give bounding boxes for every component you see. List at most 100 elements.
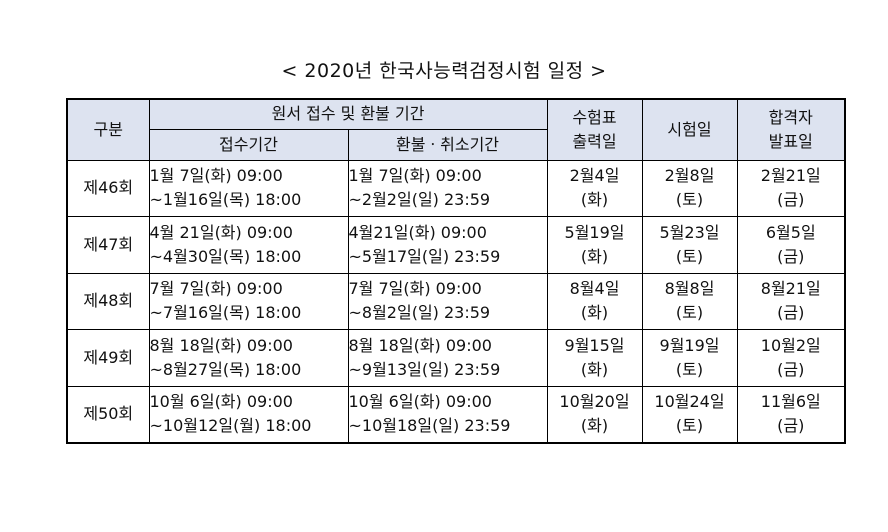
table-row: 제48회 7월 7일(화) 09:00 ~7월16일(목) 18:00 7월 7… xyxy=(66,272,846,330)
exam-weekday: (토) xyxy=(675,303,704,323)
page-title: < 2020년 한국사능력검정시험 일정 > xyxy=(281,60,607,82)
result-date-cell: 10월2일 (금) xyxy=(736,329,846,387)
header-row-bottom: 접수기간 환불ㆍ취소기간 xyxy=(67,128,845,161)
receipt-period-cell: 7월 7일(화) 09:00 ~7월16일(목) 18:00 xyxy=(148,272,349,330)
result-date-cell: 6월5일 (금) xyxy=(736,216,846,274)
receipt-period-cell: 8월 18일(화) 09:00 ~8월27일(목) 18:00 xyxy=(148,329,349,387)
table-row: 제46회 1월 7일(화) 09:00 ~1월16일(목) 18:00 1월 7… xyxy=(66,159,846,217)
exam-date-cell: 10월24일 (토) xyxy=(641,385,738,443)
receipt-period-cell: 4월 21일(화) 09:00 ~4월30일(목) 18:00 xyxy=(148,216,349,274)
ticket-date: 5월19일 xyxy=(564,222,625,242)
exam-date-cell: 5월23일 (토) xyxy=(641,216,738,274)
refund-start: 1월 7일(화) 09:00 xyxy=(348,166,482,186)
round-label: 제48회 xyxy=(66,272,150,330)
result-date-cell: 11월6일 (금) xyxy=(736,385,846,443)
result-date: 8월21일 xyxy=(760,279,821,299)
table-row: 제50회 10월 6일(화) 09:00 ~10월12일(월) 18:00 10… xyxy=(66,385,846,443)
ticket-date-cell: 10월20일 (화) xyxy=(546,385,643,443)
exam-schedule-table: 구분 원서 접수 및 환불 기간 수험표 출력일 시험일 합격자 발표일 접수기… xyxy=(66,98,847,444)
header-result-date: 합격자 발표일 xyxy=(736,98,846,161)
refund-start: 8월 18일(화) 09:00 xyxy=(348,335,492,355)
table-row: 제47회 4월 21일(화) 09:00 ~4월30일(목) 18:00 4월2… xyxy=(66,216,846,274)
result-weekday: (금) xyxy=(777,246,805,266)
header-receipt-period: 접수기간 xyxy=(148,128,349,161)
round-label: 제47회 xyxy=(66,216,150,274)
exam-date: 10월24일 xyxy=(654,392,725,411)
refund-period-cell: 8월 18일(화) 09:00 ~9월13일(일) 23:59 xyxy=(347,329,548,387)
ticket-date-cell: 2월4일 (화) xyxy=(546,159,643,217)
header-application-group: 원서 접수 및 환불 기간 xyxy=(148,98,548,130)
result-date: 10월2일 xyxy=(760,335,821,355)
refund-end: ~10월18일(일) 23:59 xyxy=(348,416,511,435)
header-ticket-print: 수험표 출력일 xyxy=(546,98,643,161)
exam-date-cell: 9월19일 (토) xyxy=(641,329,738,387)
result-weekday: (금) xyxy=(777,416,805,435)
exam-date-cell: 8월8일 (토) xyxy=(641,272,738,330)
exam-weekday: (토) xyxy=(675,359,704,379)
refund-end: ~8월2일(일) 23:59 xyxy=(348,303,491,323)
header-ticket-print-line2: 출력일 xyxy=(572,131,617,151)
ticket-date-cell: 8월4일 (화) xyxy=(546,272,643,330)
refund-end: ~2월2일(일) 23:59 xyxy=(348,190,491,210)
exam-date: 2월8일 xyxy=(664,166,715,186)
ticket-weekday: (화) xyxy=(580,303,609,323)
ticket-date: 9월15일 xyxy=(564,335,625,355)
exam-weekday: (토) xyxy=(675,190,704,210)
round-label: 제49회 xyxy=(66,329,150,387)
result-date: 6월5일 xyxy=(765,222,816,242)
ticket-weekday: (화) xyxy=(580,190,609,210)
exam-date: 5월23일 xyxy=(659,222,720,242)
ticket-weekday: (화) xyxy=(580,359,609,379)
exam-weekday: (토) xyxy=(675,246,704,266)
ticket-date: 8월4일 xyxy=(569,279,620,299)
exam-date: 9월19일 xyxy=(659,335,720,355)
ticket-date-cell: 5월19일 (화) xyxy=(546,216,643,274)
round-label: 제50회 xyxy=(66,385,150,443)
result-weekday: (금) xyxy=(777,359,805,379)
refund-start: 4월21일(화) 09:00 xyxy=(348,222,487,242)
receipt-start: 10월 6일(화) 09:00 xyxy=(149,392,293,411)
receipt-start: 4월 21일(화) 09:00 xyxy=(149,222,293,242)
header-category: 구분 xyxy=(66,98,150,161)
result-weekday: (금) xyxy=(777,303,805,323)
ticket-date-cell: 9월15일 (화) xyxy=(546,329,643,387)
receipt-end: ~1월16일(목) 18:00 xyxy=(149,190,302,210)
receipt-period-cell: 10월 6일(화) 09:00 ~10월12일(월) 18:00 xyxy=(148,385,349,443)
receipt-start: 8월 18일(화) 09:00 xyxy=(149,335,293,355)
refund-period-cell: 1월 7일(화) 09:00 ~2월2일(일) 23:59 xyxy=(347,159,548,217)
table-row: 제49회 8월 18일(화) 09:00 ~8월27일(목) 18:00 8월 … xyxy=(66,329,846,387)
refund-start: 7월 7일(화) 09:00 xyxy=(348,279,482,299)
header-refund-period: 환불ㆍ취소기간 xyxy=(347,128,548,161)
round-label: 제46회 xyxy=(66,159,150,217)
receipt-period-cell: 1월 7일(화) 09:00 ~1월16일(목) 18:00 xyxy=(148,159,349,217)
header-ticket-print-line1: 수험표 xyxy=(572,107,617,127)
receipt-start: 1월 7일(화) 09:00 xyxy=(149,166,283,186)
refund-period-cell: 7월 7일(화) 09:00 ~8월2일(일) 23:59 xyxy=(347,272,548,330)
result-date: 2월21일 xyxy=(760,166,821,186)
receipt-end: ~7월16일(목) 18:00 xyxy=(149,303,302,323)
receipt-end: ~8월27일(목) 18:00 xyxy=(149,359,302,379)
exam-weekday: (토) xyxy=(675,416,704,435)
result-date-cell: 8월21일 (금) xyxy=(736,272,846,330)
refund-start: 10월 6일(화) 09:00 xyxy=(348,392,492,411)
receipt-end: ~4월30일(목) 18:00 xyxy=(149,246,302,266)
refund-end: ~9월13일(일) 23:59 xyxy=(348,359,501,379)
receipt-start: 7월 7일(화) 09:00 xyxy=(149,279,283,299)
receipt-end: ~10월12일(월) 18:00 xyxy=(149,416,312,435)
header-exam-date: 시험일 xyxy=(641,98,738,161)
ticket-weekday: (화) xyxy=(580,416,609,435)
refund-period-cell: 4월21일(화) 09:00 ~5월17일(일) 23:59 xyxy=(347,216,548,274)
ticket-date: 2월4일 xyxy=(569,166,620,186)
exam-date-cell: 2월8일 (토) xyxy=(641,159,738,217)
ticket-weekday: (화) xyxy=(580,246,609,266)
result-weekday: (금) xyxy=(777,190,805,210)
refund-end: ~5월17일(일) 23:59 xyxy=(348,246,501,266)
ticket-date: 10월20일 xyxy=(559,392,630,411)
header-result-date-line1: 합격자 xyxy=(768,107,813,127)
header-result-date-line2: 발표일 xyxy=(768,131,813,151)
refund-period-cell: 10월 6일(화) 09:00 ~10월18일(일) 23:59 xyxy=(347,385,548,443)
result-date: 11월6일 xyxy=(760,392,821,411)
exam-date: 8월8일 xyxy=(664,279,715,299)
header-row-top: 구분 원서 접수 및 환불 기간 수험표 출력일 시험일 합격자 발표일 xyxy=(66,98,846,161)
result-date-cell: 2월21일 (금) xyxy=(736,159,846,217)
